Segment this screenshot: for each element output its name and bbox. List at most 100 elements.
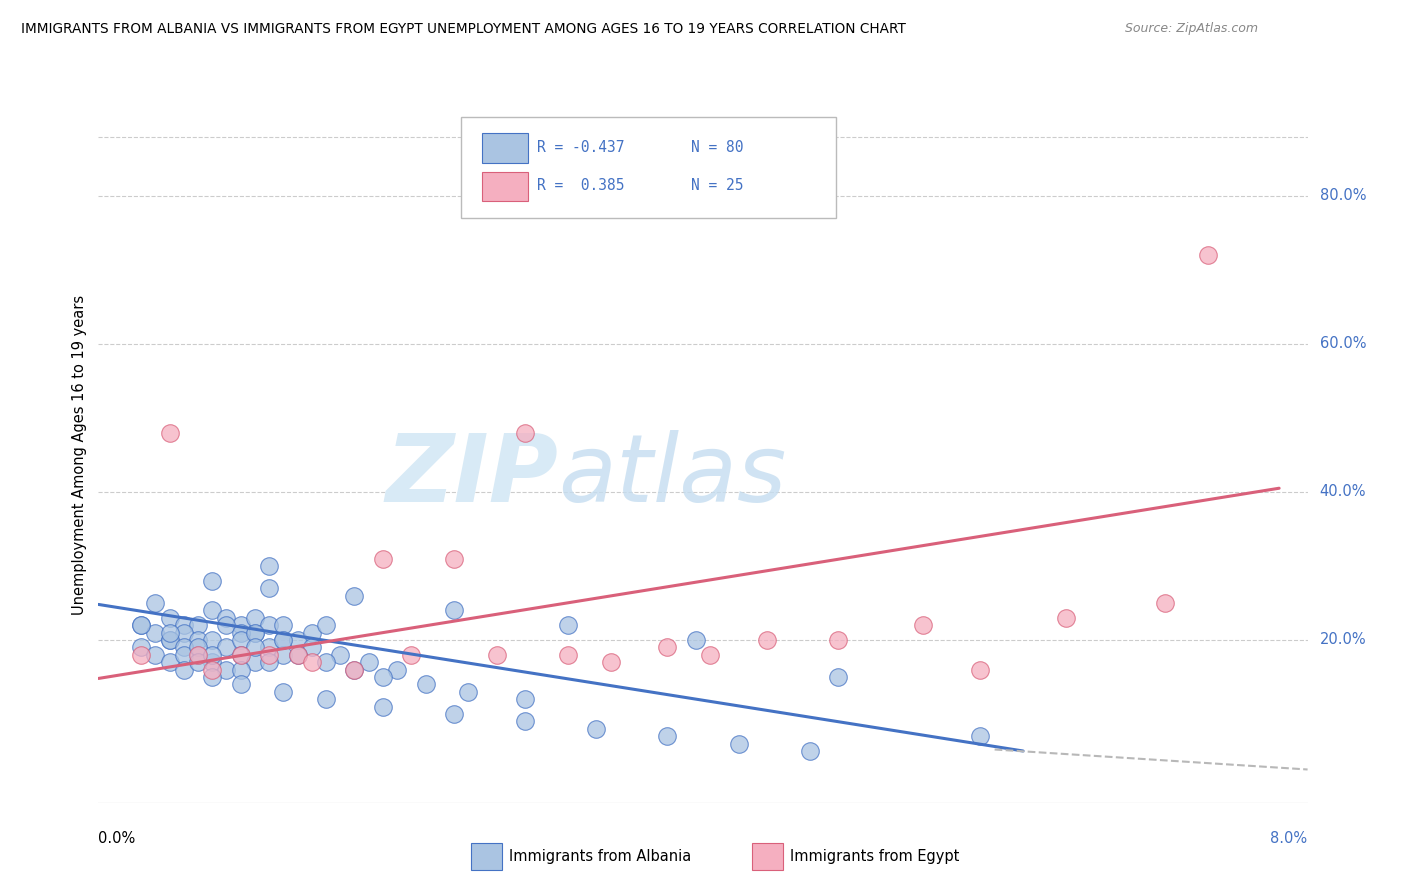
Point xyxy=(215,618,238,632)
Point xyxy=(243,625,266,640)
Point xyxy=(1197,248,1219,262)
Point xyxy=(173,640,195,655)
Point xyxy=(273,632,295,647)
Point xyxy=(557,618,579,632)
Point xyxy=(685,632,707,647)
Point xyxy=(215,640,238,655)
Point xyxy=(315,655,337,669)
Text: Immigrants from Albania: Immigrants from Albania xyxy=(509,849,692,863)
Point xyxy=(159,425,181,440)
Text: Immigrants from Egypt: Immigrants from Egypt xyxy=(790,849,959,863)
Point xyxy=(273,618,295,632)
Point xyxy=(229,625,252,640)
Point xyxy=(201,632,224,647)
Point xyxy=(443,706,465,721)
Point xyxy=(315,692,337,706)
Point xyxy=(215,663,238,677)
Point xyxy=(187,648,209,662)
Point xyxy=(515,714,537,729)
Text: Source: ZipAtlas.com: Source: ZipAtlas.com xyxy=(1125,22,1258,36)
Text: 40.0%: 40.0% xyxy=(1320,484,1367,500)
Point xyxy=(129,648,152,662)
Point xyxy=(585,722,607,736)
Point xyxy=(201,670,224,684)
Point xyxy=(827,670,849,684)
Point xyxy=(159,625,181,640)
Point xyxy=(143,625,166,640)
Point xyxy=(257,655,280,669)
Point xyxy=(385,663,408,677)
Point xyxy=(756,632,779,647)
Point xyxy=(229,648,252,662)
Point xyxy=(243,640,266,655)
Text: 8.0%: 8.0% xyxy=(1271,830,1308,846)
Point xyxy=(657,729,679,743)
Point xyxy=(257,581,280,595)
Point xyxy=(287,648,309,662)
Point xyxy=(969,729,991,743)
Text: IMMIGRANTS FROM ALBANIA VS IMMIGRANTS FROM EGYPT UNEMPLOYMENT AMONG AGES 16 TO 1: IMMIGRANTS FROM ALBANIA VS IMMIGRANTS FR… xyxy=(21,22,905,37)
Point xyxy=(343,589,366,603)
Point xyxy=(229,663,252,677)
Point xyxy=(257,618,280,632)
Point xyxy=(159,611,181,625)
Point xyxy=(415,677,437,691)
Point xyxy=(257,558,280,573)
Point xyxy=(657,640,679,655)
Point xyxy=(371,551,394,566)
Point xyxy=(229,677,252,691)
Y-axis label: Unemployment Among Ages 16 to 19 years: Unemployment Among Ages 16 to 19 years xyxy=(72,295,87,615)
Point xyxy=(143,596,166,610)
Point xyxy=(443,551,465,566)
Point xyxy=(201,574,224,588)
Text: 0.0%: 0.0% xyxy=(98,830,135,846)
Point xyxy=(159,632,181,647)
Point xyxy=(599,655,621,669)
Point xyxy=(301,655,323,669)
Point xyxy=(557,648,579,662)
Point xyxy=(699,648,721,662)
Point xyxy=(229,648,252,662)
Point xyxy=(827,632,849,647)
Point xyxy=(301,640,323,655)
Point xyxy=(129,618,152,632)
FancyBboxPatch shape xyxy=(461,118,837,219)
Point xyxy=(401,648,423,662)
Point xyxy=(287,648,309,662)
Point xyxy=(243,655,266,669)
FancyBboxPatch shape xyxy=(482,172,527,201)
Point xyxy=(799,744,821,758)
Point xyxy=(201,655,224,669)
Point xyxy=(329,648,352,662)
Point xyxy=(273,685,295,699)
Point xyxy=(129,618,152,632)
Point xyxy=(343,663,366,677)
Point xyxy=(173,625,195,640)
Point xyxy=(273,632,295,647)
Text: 80.0%: 80.0% xyxy=(1320,188,1367,203)
Point xyxy=(457,685,479,699)
Point xyxy=(129,640,152,655)
Point xyxy=(1154,596,1177,610)
Point xyxy=(201,663,224,677)
Point xyxy=(201,603,224,617)
Point xyxy=(257,640,280,655)
Point xyxy=(187,655,209,669)
Point xyxy=(515,425,537,440)
Point xyxy=(159,632,181,647)
Point xyxy=(173,663,195,677)
Point xyxy=(187,618,209,632)
Point xyxy=(485,648,508,662)
Point xyxy=(243,611,266,625)
Text: R =  0.385: R = 0.385 xyxy=(537,178,624,194)
Point xyxy=(173,618,195,632)
Point xyxy=(273,648,295,662)
Point xyxy=(229,618,252,632)
Point xyxy=(187,640,209,655)
Point xyxy=(229,632,252,647)
Text: ZIP: ZIP xyxy=(385,430,558,522)
Point xyxy=(1054,611,1077,625)
Point xyxy=(173,648,195,662)
Point xyxy=(301,625,323,640)
Text: atlas: atlas xyxy=(558,430,786,521)
